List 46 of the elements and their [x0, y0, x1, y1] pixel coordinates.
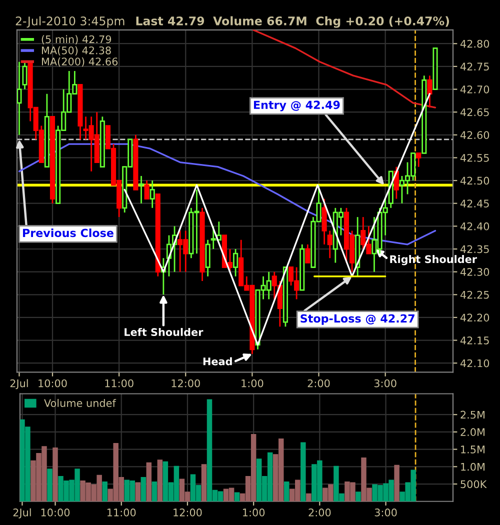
legend-label: Volume undef: [44, 398, 116, 408]
annotation: Left Shoulder: [124, 328, 204, 336]
y-tick-label: 42.10: [460, 359, 490, 368]
x-tick-label: 2Jul: [13, 508, 31, 518]
x-tick-label: 2:00: [308, 379, 330, 388]
y-tick-label: 1.5M: [461, 446, 484, 454]
y-tick-label: 42.35: [460, 245, 489, 254]
legend-label: MA(50) 42.38: [42, 46, 111, 56]
y-tick-label: 2.5M: [460, 410, 484, 419]
annotation: Right Shoulder: [390, 255, 477, 266]
legend-label: MA(200) 42.66: [42, 57, 118, 67]
chart-title: 2-Jul-2010 3:45pm: [16, 16, 124, 28]
y-tick-label: 42.20: [460, 314, 490, 322]
x-tick-label: 3:00: [374, 379, 396, 388]
x-tick-label: 12:00: [172, 379, 200, 388]
chart-subtitle: Last 42.79 Volume 66.7M Chg +0.20 (+0.47%): [136, 16, 449, 28]
x-tick-label: 2Jul: [10, 379, 28, 390]
x-tick-label: 10:00: [38, 379, 67, 388]
y-tick-label: 42.65: [460, 108, 489, 116]
y-tick-label: 42.50: [460, 176, 490, 185]
y-tick-label: 2.0M: [460, 428, 484, 436]
y-tick-label: 42.70: [460, 85, 490, 94]
x-tick-label: 3:00: [374, 508, 397, 516]
y-tick-label: 42.60: [460, 131, 490, 140]
annotation: Head: [203, 357, 232, 366]
x-tick-label: 1:00: [243, 508, 265, 516]
x-tick-label: 11:00: [108, 508, 136, 516]
y-tick-label: 42.45: [460, 200, 489, 208]
y-tick-label: 42.75: [460, 62, 489, 71]
y-tick-label: 500K: [460, 480, 487, 488]
x-tick-label: 12:00: [174, 508, 202, 516]
y-tick-label: 42.25: [460, 290, 489, 299]
annotation: Entry @ 42.49: [254, 100, 340, 112]
annotation: Previous Close: [23, 228, 114, 238]
x-tick-label: 10:00: [41, 508, 70, 516]
x-tick-label: 1:00: [242, 379, 264, 388]
x-tick-label: 11:00: [105, 379, 134, 388]
y-tick-label: 42.40: [460, 222, 490, 230]
annotation: Stop-Loss @ 42.27: [300, 314, 414, 325]
y-tick-label: 42.55: [460, 154, 489, 162]
x-tick-label: 2:00: [308, 508, 331, 516]
y-tick-label: 42.80: [460, 40, 490, 48]
y-tick-label: 1.0M: [461, 462, 484, 471]
y-tick-label: 42.15: [460, 336, 489, 344]
y-tick-label: 42.30: [460, 268, 490, 276]
legend-label: (5 min) 42.79: [42, 35, 112, 44]
